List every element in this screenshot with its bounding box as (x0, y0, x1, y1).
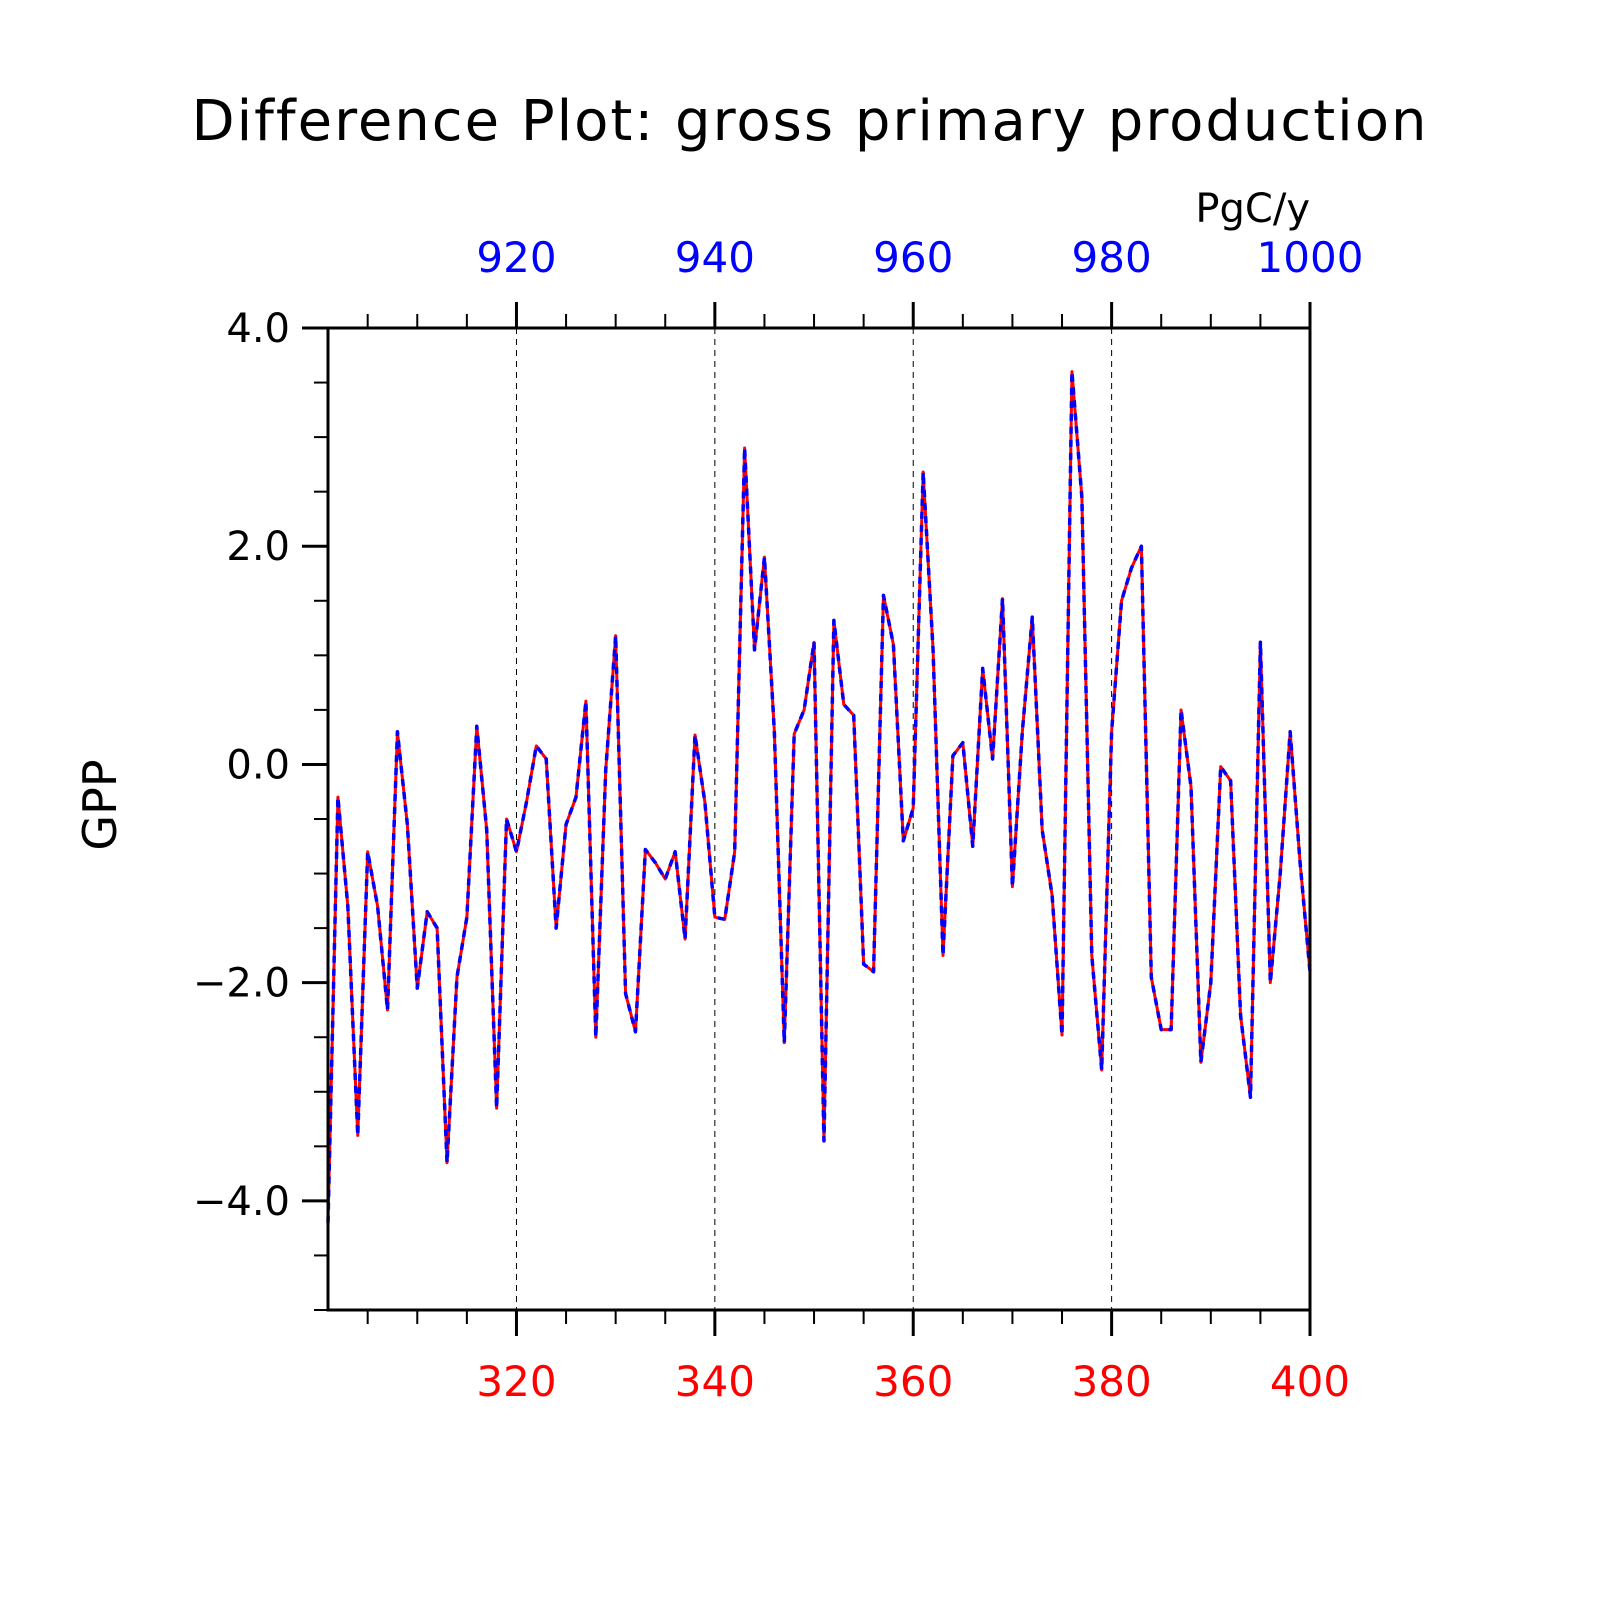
y-tick-labels: 4.0 2.0 0.0 −2.0 −4.0 (193, 306, 290, 1225)
bottom-x-tick-labels: 320 340 360 380 400 (476, 1357, 1350, 1406)
series-line-blue-dashed (326, 369, 1312, 1223)
bottom-tick-label: 340 (675, 1357, 755, 1406)
top-tick-label: 980 (1072, 233, 1152, 282)
y-tick-label: 2.0 (226, 524, 290, 570)
bottom-tick-label: 360 (873, 1357, 953, 1406)
chart-title: Difference Plot: gross primary productio… (192, 89, 1429, 154)
y-axis-label: GPP (73, 759, 127, 850)
bottom-tick-label: 320 (476, 1357, 556, 1406)
units-label: PgC/y (1195, 186, 1310, 232)
bottom-tick-label: 380 (1072, 1357, 1152, 1406)
bottom-tick-label: 400 (1270, 1357, 1350, 1406)
y-tick-label: −2.0 (193, 961, 290, 1007)
y-tick-label: 4.0 (226, 306, 290, 352)
data-series (326, 369, 1312, 1223)
grid-lines (515, 328, 1113, 1310)
series-line-red (326, 370, 1312, 1223)
plot-frame (326, 326, 1312, 1312)
top-tick-label: 960 (873, 233, 953, 282)
top-x-tick-labels: 920 940 960 980 1000 (476, 233, 1363, 282)
y-tick-label: 0.0 (226, 742, 290, 788)
axis-ticks (302, 302, 1312, 1336)
top-tick-label: 920 (476, 233, 556, 282)
top-tick-label: 1000 (1257, 233, 1364, 282)
top-tick-label: 940 (675, 233, 755, 282)
y-tick-label: −4.0 (193, 1179, 290, 1225)
